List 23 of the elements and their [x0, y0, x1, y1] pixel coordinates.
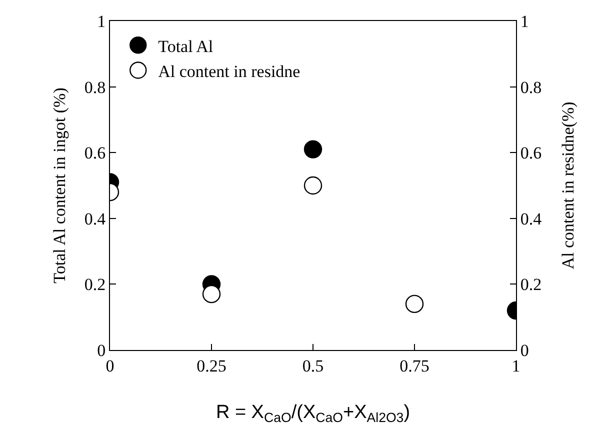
y-tick-label: 0.6 — [84, 144, 106, 163]
x-tick-label: 0.25 — [196, 356, 226, 376]
y2-tick-label: 0.8 — [520, 78, 542, 97]
y2-tick-label: 0.2 — [520, 275, 542, 294]
y-tick-label: 0.2 — [84, 275, 106, 294]
point — [405, 294, 424, 314]
y2-axis-title: Al content in residne(%) — [558, 102, 578, 270]
y-tick-label: 1 — [97, 12, 106, 31]
x-tick-label: 0.75 — [400, 356, 430, 376]
y-tick-label: 0 — [97, 340, 106, 360]
y2-tick-label: 0.4 — [520, 209, 542, 228]
legend-label: Total Al — [158, 36, 214, 56]
y-axis-title: Total Al content in ingot (%) — [50, 88, 69, 284]
x-tick-label: 1 — [512, 356, 520, 376]
y2-tick-label: 0.6 — [520, 144, 542, 163]
x-tick-label: 0.5 — [302, 356, 324, 376]
x-axis-title: R = X$_{CaO}$/(X$_{CaO}$+X$_{Al2O3}$) — [216, 402, 410, 426]
y-tick-label: 0.8 — [84, 78, 106, 97]
point — [304, 176, 322, 195]
y2-tick-label: 0 — [520, 340, 529, 360]
legend-label: Al content in residne — [158, 62, 300, 81]
y-tick-label: 0.4 — [84, 209, 106, 228]
y2-tick-label: 1 — [520, 12, 529, 31]
